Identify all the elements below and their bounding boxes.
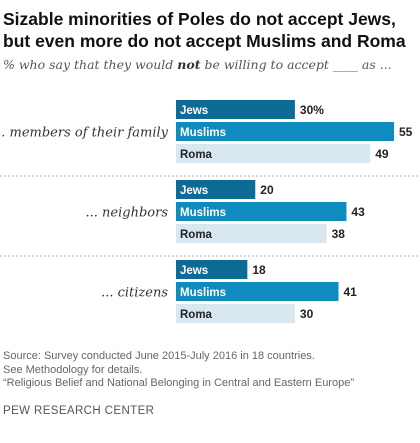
bar-muslims: [176, 202, 347, 221]
bar-value-label: 55: [399, 125, 413, 139]
bar-value-label: 38: [332, 227, 346, 241]
chart-title: Sizable minorities of Poles do not accep…: [3, 8, 417, 52]
bar-category-label: Muslims: [180, 207, 226, 219]
bar-category-label: Jews: [180, 265, 208, 277]
bar-category-label: Muslims: [180, 287, 226, 299]
bar-value-label: 41: [344, 285, 358, 299]
bar-jews: [176, 100, 295, 119]
report-title: “Religious Belief and National Belonging…: [3, 377, 354, 389]
source-note: Source: Survey conducted June 2015-July …: [3, 350, 315, 362]
methodology-note: See Methodology for details.: [3, 363, 143, 376]
title-line-1: Sizable minorities of Poles do not accep…: [3, 9, 396, 29]
bar-value-label: 30%: [300, 103, 324, 117]
bar-value-label: 20: [260, 183, 274, 197]
bar-value-label: 30: [300, 307, 314, 321]
bar-roma: [176, 304, 295, 323]
bar-muslims: [176, 122, 394, 141]
bar-category-label: Jews: [180, 185, 208, 197]
bar-category-label: Roma: [180, 149, 213, 161]
bar-category-label: Roma: [180, 229, 213, 241]
bar-value-label: 43: [351, 205, 365, 219]
title-line-2: but even more do not accept Muslims and …: [3, 31, 406, 51]
subtitle-pre: % who say that they would: [3, 57, 178, 72]
bar-roma: [176, 144, 371, 163]
subtitle-bold: not: [177, 57, 201, 72]
group-label: ... members of their family: [0, 126, 169, 141]
footer: Source: Survey conducted June 2015-July …: [3, 350, 417, 391]
bar-jews: [176, 260, 248, 279]
brand-logo-text: PEW RESEARCH CENTER: [3, 405, 155, 417]
group-label: ... neighbors: [86, 206, 169, 221]
subtitle-post: be willing to accept ____ as ...: [200, 57, 392, 72]
bar-chart: ... members of their family Jews 30% Muslim…: [0, 100, 420, 323]
bar-jews: [176, 180, 256, 199]
bar-muslims: [176, 282, 339, 301]
bar-category-label: Jews: [180, 105, 208, 117]
bar-category-label: Muslims: [180, 127, 226, 139]
bar-roma: [176, 224, 327, 243]
bar-value-label: 49: [375, 147, 389, 161]
bar-category-label: Roma: [180, 309, 213, 321]
chart-subtitle: % who say that they would not be willing…: [3, 57, 417, 72]
bar-value-label: 18: [252, 263, 266, 277]
group-label: ... citizens: [101, 286, 168, 301]
